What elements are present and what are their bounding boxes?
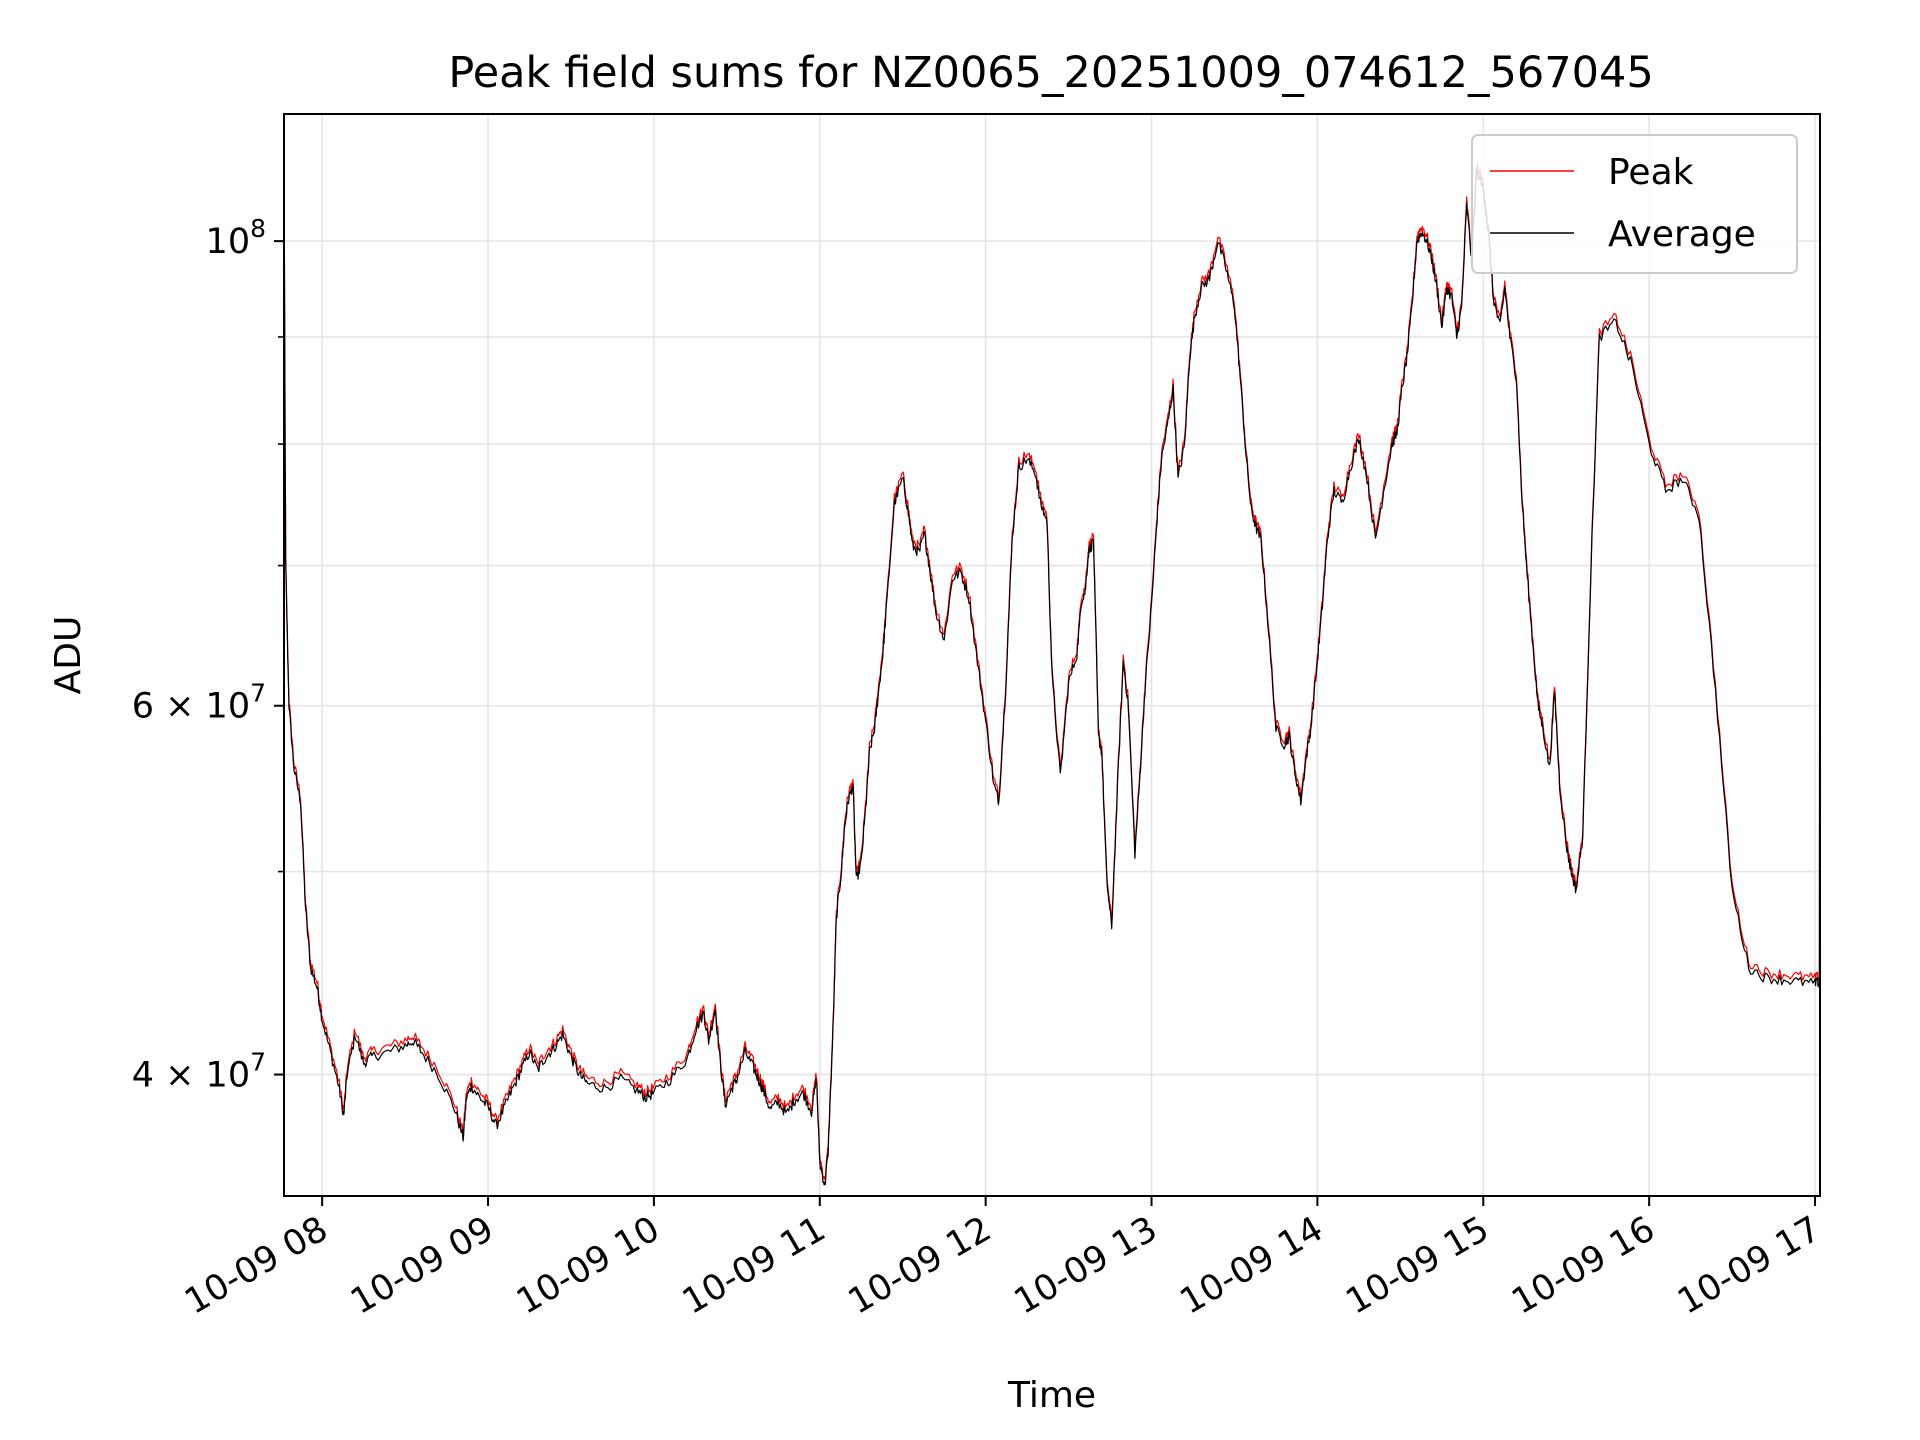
legend-label-peak: Peak (1608, 152, 1694, 193)
legend[interactable]: Peak Average (1471, 134, 1798, 274)
y-tick-label: 4 × 107 (132, 1048, 266, 1096)
y-tick-label: 6 × 107 (132, 679, 266, 727)
legend-label-average: Average (1608, 214, 1756, 255)
legend-box (1471, 134, 1798, 274)
axes-frame (283, 113, 1821, 1197)
plot-area (283, 113, 1821, 1197)
y-axis: 108 6 × 107 4 × 107 (132, 214, 284, 1096)
x-axis-label: Time (1007, 1375, 1096, 1416)
chart-title: Peak field sums for NZ0065_20251009_0746… (448, 48, 1653, 98)
y-tick-label: 108 (206, 214, 266, 262)
y-axis-label: ADU (48, 616, 89, 695)
